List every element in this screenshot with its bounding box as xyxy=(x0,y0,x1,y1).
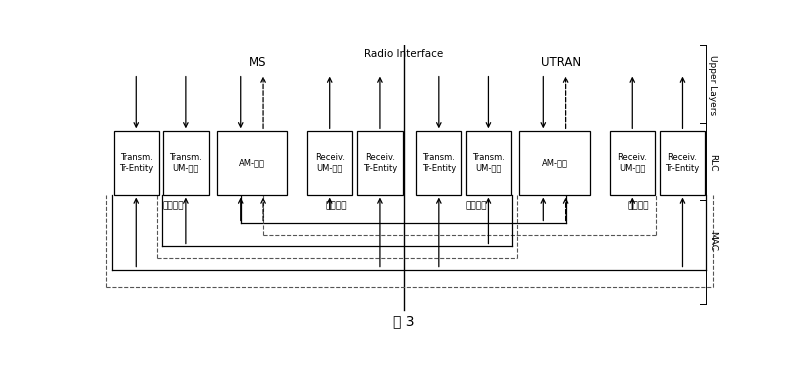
Text: 发送部分: 发送部分 xyxy=(162,202,184,211)
Text: 接收部分: 接收部分 xyxy=(628,202,650,211)
Bar xyxy=(163,131,209,194)
Text: AM-实体: AM-实体 xyxy=(542,159,567,168)
Text: 发送部分: 发送部分 xyxy=(466,202,486,211)
Text: Receiv.
UM-实体: Receiv. UM-实体 xyxy=(618,153,647,173)
Bar xyxy=(114,131,159,194)
Bar xyxy=(416,131,462,194)
Text: Radio Interface: Radio Interface xyxy=(364,49,443,58)
Text: MS: MS xyxy=(250,56,267,69)
Text: Receiv.
Tr-Entity: Receiv. Tr-Entity xyxy=(666,153,700,173)
Text: Upper Layers: Upper Layers xyxy=(708,55,717,115)
Text: 接收部分: 接收部分 xyxy=(325,202,346,211)
Text: Transm.
UM-实体: Transm. UM-实体 xyxy=(170,153,202,173)
Bar xyxy=(660,131,705,194)
Text: Transm.
Tr-Entity: Transm. Tr-Entity xyxy=(119,153,154,173)
Bar xyxy=(519,131,590,194)
Bar xyxy=(466,131,511,194)
Text: Transm.
UM-实体: Transm. UM-实体 xyxy=(472,153,505,173)
Bar xyxy=(217,131,287,194)
Text: AM-实体: AM-实体 xyxy=(239,159,265,168)
Text: Receiv.
UM-实体: Receiv. UM-实体 xyxy=(314,153,345,173)
Text: MAC: MAC xyxy=(708,231,717,251)
Text: RLC: RLC xyxy=(708,154,717,172)
Text: Receiv.
Tr-Entity: Receiv. Tr-Entity xyxy=(363,153,397,173)
Bar xyxy=(307,131,352,194)
Bar xyxy=(610,131,655,194)
Bar xyxy=(358,131,402,194)
Text: 图 3: 图 3 xyxy=(393,314,414,328)
Text: Transm.
Tr-Entity: Transm. Tr-Entity xyxy=(422,153,456,173)
Text: UTRAN: UTRAN xyxy=(541,56,581,69)
